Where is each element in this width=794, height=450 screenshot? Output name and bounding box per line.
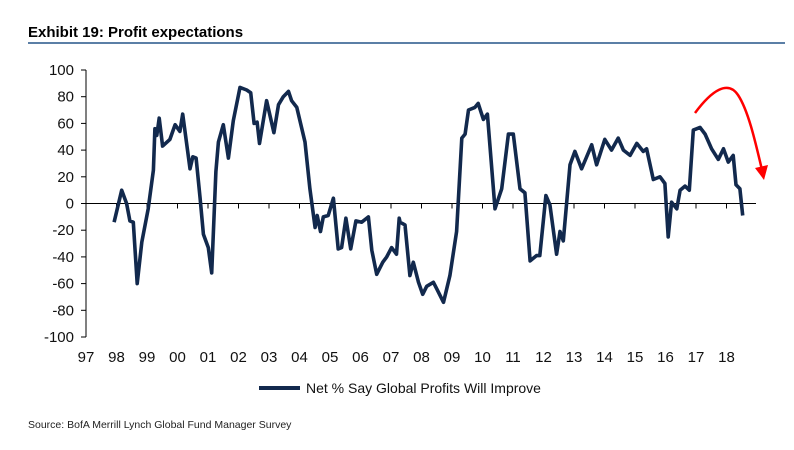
x-tick-label: 14 [596,349,613,366]
y-tick-label: 100 [49,62,74,79]
annotation-arrow-curve [693,86,764,171]
x-tick-label: 10 [474,349,491,366]
x-tick-label: 18 [718,349,735,366]
x-tick-label: 17 [688,349,705,366]
annotation-arrow-head [755,165,768,180]
y-tick-label: 80 [57,89,74,106]
y-tick-label: 20 [57,169,74,186]
annotation-arrow [693,86,768,180]
x-tick-label: 06 [352,349,369,366]
x-tick-label: 13 [566,349,583,366]
x-axis: 97 98 99 00 01 02 03 04 05 06 07 08 09 10 11 12 13 14 15 16… [78,203,756,366]
x-tick-label: 07 [383,349,400,366]
x-tick-label: 01 [200,349,217,366]
x-tick-label: 00 [169,349,186,366]
x-tick-label: 99 [139,349,156,366]
y-tick-label: -40 [52,249,74,266]
y-tick-label: -80 [52,302,74,319]
x-tick-label: 05 [322,349,339,366]
x-tick-label: 03 [261,349,278,366]
x-tick-label: 04 [291,349,308,366]
x-tick-label: 08 [413,349,430,366]
x-tick-label: 98 [108,349,125,366]
legend-label: Net % Say Global Profits Will Improve [306,380,541,396]
x-tick-label: 15 [627,349,644,366]
y-tick-label: 40 [57,142,74,159]
source-note: Source: BofA Merrill Lynch Global Fund M… [28,419,292,431]
x-tick-label: 97 [78,349,95,366]
series-line-profit-expectations [112,85,745,305]
title-underline [28,42,785,44]
x-tick-label: 02 [230,349,247,366]
x-tick-label: 11 [505,349,521,366]
x-tick-label: 12 [535,349,552,366]
x-tick-label: 16 [657,349,674,366]
y-tick-label: 0 [66,196,74,213]
x-tick-label: 09 [444,349,461,366]
exhibit-title: Exhibit 19: Profit expectations [28,24,244,41]
y-tick-label: -60 [52,276,74,293]
y-axis: 100 80 60 40 20 0 -20 -40 -60 -80 -100 [44,62,87,346]
y-tick-label: -100 [44,329,74,346]
y-tick-label: 60 [57,115,74,132]
legend: Net % Say Global Profits Will Improve [259,380,541,396]
y-tick-label: -20 [52,222,74,239]
